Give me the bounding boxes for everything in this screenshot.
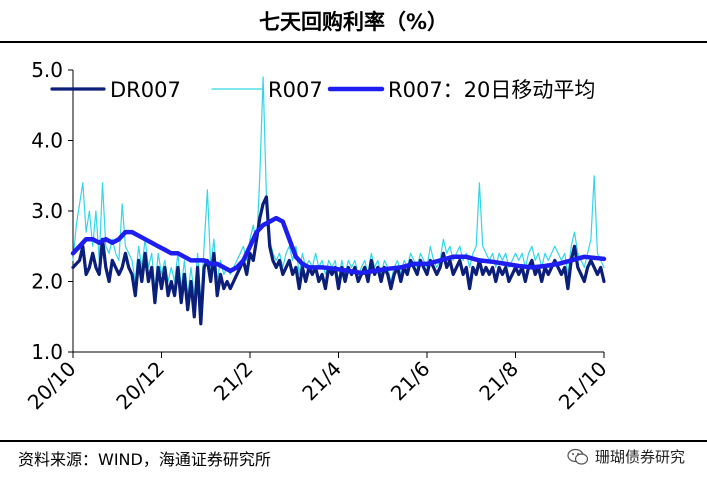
bottom-rule xyxy=(0,440,707,442)
x-tick-label: 20/10 xyxy=(23,357,81,415)
x-tick-label: 21/6 xyxy=(386,357,435,406)
x-tick-label: 20/12 xyxy=(111,357,169,415)
x-tick-label: 21/8 xyxy=(474,357,523,406)
x-tick-label: 21/4 xyxy=(297,357,346,406)
x-tick-label: 21/2 xyxy=(209,357,258,406)
y-tick-label: 4.0 xyxy=(31,129,63,153)
y-tick-label: 3.0 xyxy=(31,199,63,223)
y-tick-label: 1.0 xyxy=(31,340,63,364)
chart-title: 七天回购利率（%） xyxy=(258,10,449,34)
top-rule xyxy=(0,41,707,43)
wechat-icon xyxy=(567,448,589,465)
legend-label: R007 xyxy=(268,78,323,102)
y-tick-label: 5.0 xyxy=(31,58,63,82)
y-tick-label: 2.0 xyxy=(31,270,63,294)
brand-mark: 珊瑚债券研究 xyxy=(567,446,685,467)
brand-name: 珊瑚债券研究 xyxy=(594,448,685,466)
legend-label: R007：20日移动平均 xyxy=(388,78,595,102)
x-tick-label: 21/10 xyxy=(554,357,612,415)
legend-label: DR007 xyxy=(110,78,181,102)
source-note: 资料来源：WIND，海通证券研究所 xyxy=(18,450,271,469)
series-line-dr007 xyxy=(71,195,606,326)
line-chart: 1.0 2.0 3.0 4.0 5.0 20/10 20/12 21/2 21/4 21/6 21/… xyxy=(23,58,612,415)
series-line-r00720 xyxy=(70,215,607,276)
